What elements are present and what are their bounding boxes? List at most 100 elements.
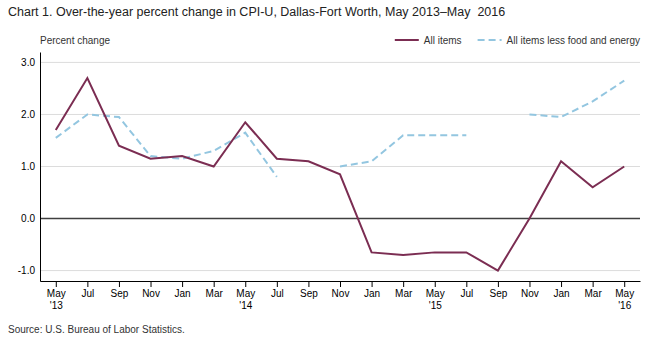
x-tick: Mar [206, 281, 224, 299]
x-tick-mark [403, 281, 404, 287]
x-tick: May'15 [426, 281, 445, 311]
legend-label: All items less food and energy [507, 35, 640, 46]
x-tick-label-line: Jan [175, 288, 191, 299]
x-tick-mark [593, 281, 594, 287]
x-tick-label: Jul [81, 288, 94, 299]
x-tick-label-line: May [615, 288, 634, 299]
y-tick: 1.0 [21, 161, 40, 172]
legend-swatch [478, 39, 502, 41]
x-tick: Jan [364, 281, 380, 299]
x-tick-mark [372, 281, 373, 287]
x-tick-mark [529, 281, 530, 287]
x-tick-label: Mar [206, 288, 224, 299]
x-tick-mark [277, 281, 278, 287]
x-tick-label: Jan [175, 288, 191, 299]
x-tick-label: Sep [300, 288, 318, 299]
x-tick-label: May'16 [615, 288, 634, 311]
x-tick-label-line: '16 [618, 300, 631, 311]
x-tick: May'14 [236, 281, 255, 311]
x-tick-label: May'15 [426, 288, 445, 311]
x-tick-mark [498, 281, 499, 287]
x-tick-label-line: May [47, 288, 66, 299]
x-tick-label-line: Sep [111, 288, 129, 299]
x-tick-label-line: Mar [206, 288, 224, 299]
annotation: Source: U.S. Bureau of Labor Statistics. [8, 324, 185, 335]
legend-swatch [395, 39, 419, 41]
x-tick-mark [308, 281, 309, 287]
x-tick-mark [182, 281, 183, 287]
x-tick-mark [624, 281, 625, 287]
x-tick: Jul [271, 281, 284, 299]
y-tick-label: 2.0 [21, 109, 35, 120]
x-tick-label-line: Jul [81, 288, 94, 299]
y-tick: 2.0 [21, 109, 40, 120]
x-tick-mark [214, 281, 215, 287]
grid-line [40, 62, 640, 63]
y-tick: -1.0 [18, 265, 40, 276]
x-tick-label: Nov [142, 288, 160, 299]
x-tick: Nov [332, 281, 350, 299]
legend-label: All items [424, 35, 462, 46]
x-tick-mark [56, 281, 57, 287]
x-tick: Mar [395, 281, 413, 299]
y-tick-label: 1.0 [21, 161, 35, 172]
y-tick: 0.0 [21, 213, 40, 224]
x-tick: Sep [489, 281, 507, 299]
x-tick-label: Jan [553, 288, 569, 299]
legend: All items All items less food and energy [395, 35, 640, 46]
y-tick: 3.0 [21, 57, 40, 68]
x-tick-mark [119, 281, 120, 287]
x-tick-label: Nov [521, 288, 539, 299]
x-tick-mark [435, 281, 436, 287]
y-axis-label: Percent change [40, 35, 110, 46]
zero-line [40, 218, 640, 220]
x-tick: Nov [521, 281, 539, 299]
x-tick-label-line: Nov [332, 288, 350, 299]
x-tick: Jan [175, 281, 191, 299]
title: Chart 1. Over-the-year percent change in… [8, 5, 505, 19]
x-tick: Sep [111, 281, 129, 299]
x-tick-label-line: Jul [460, 288, 473, 299]
x-tick-label-line: Jan [364, 288, 380, 299]
x-tick-label-line: Sep [489, 288, 507, 299]
y-tick-label: 0.0 [21, 213, 35, 224]
x-tick-label-line: May [236, 288, 255, 299]
series-line [56, 81, 624, 177]
grid [40, 62, 640, 270]
x-tick: Jan [553, 281, 569, 299]
x-tick-label-line: Nov [521, 288, 539, 299]
x-tick-label-line: Nov [142, 288, 160, 299]
x-tick-mark [245, 281, 246, 287]
x-tick: Nov [142, 281, 160, 299]
x-tick: Jul [81, 281, 94, 299]
x-tick-label-line: Jan [553, 288, 569, 299]
x-tick-mark [561, 281, 562, 287]
chart: Chart 1. Over-the-year percent change in… [0, 0, 654, 337]
x-tick-label: Jul [460, 288, 473, 299]
x-tick: May'13 [47, 281, 66, 311]
lines [56, 78, 624, 271]
x-tick-mark [466, 281, 467, 287]
x-tick-label: May'13 [47, 288, 66, 311]
x-tick-label-line: May [426, 288, 445, 299]
legend-item: All items [395, 35, 462, 46]
x-tick-label-line: '13 [50, 300, 63, 311]
x-tick-label-line: '14 [239, 300, 252, 311]
x-tick-label: Mar [585, 288, 603, 299]
grid-line [40, 270, 640, 271]
x-tick-label-line: '15 [429, 300, 442, 311]
series-line [56, 78, 624, 271]
x-tick: Sep [300, 281, 318, 299]
plot: -1.00.01.02.03.0May'13JulSepNovJanMarMay… [18, 53, 641, 311]
x-tick-label-line: Jul [271, 288, 284, 299]
x-axis: May'13JulSepNovJanMarMay'14JulSepNovJanM… [41, 281, 641, 311]
x-tick-label: Jul [271, 288, 284, 299]
x-tick-label: May'14 [236, 288, 255, 311]
y-axis-line [40, 53, 41, 282]
x-tick-label: Sep [489, 288, 507, 299]
x-tick: May'16 [615, 281, 634, 311]
x-tick-label-line: Sep [300, 288, 318, 299]
grid-line [40, 114, 640, 115]
x-tick: Mar [585, 281, 603, 299]
x-tick-mark [151, 281, 152, 287]
